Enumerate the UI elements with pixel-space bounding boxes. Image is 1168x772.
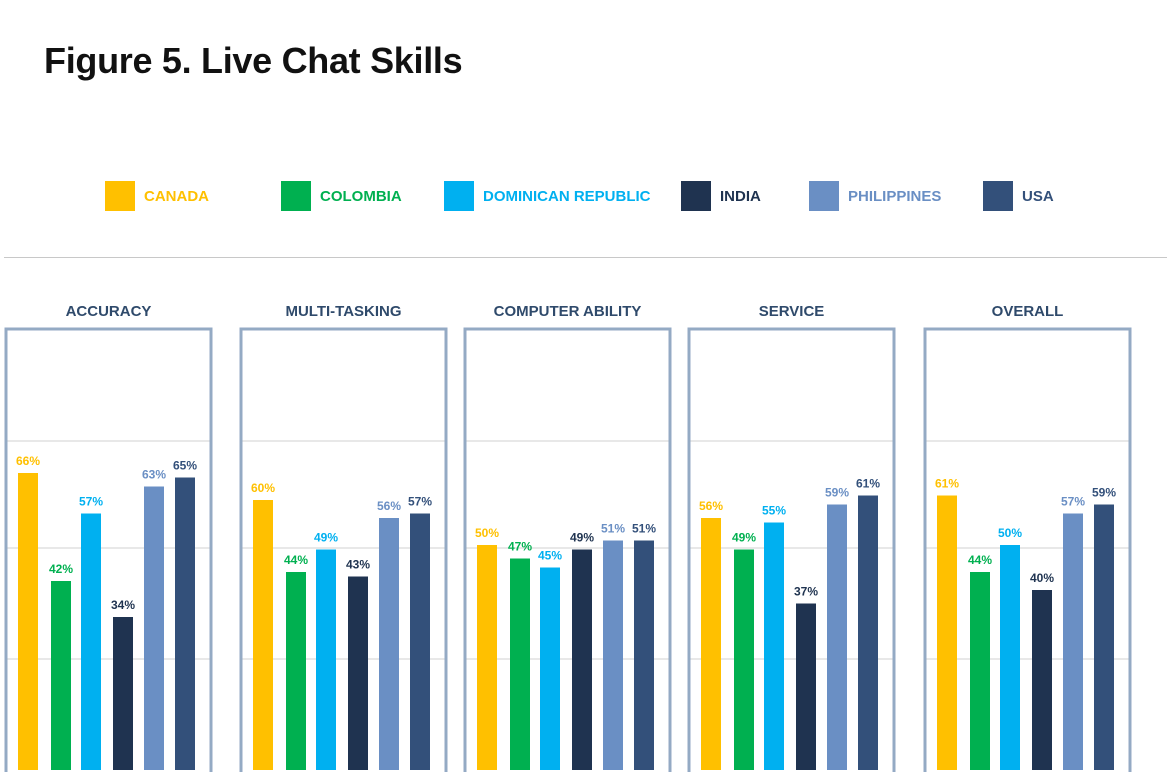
bar-canada xyxy=(701,518,721,770)
bar-philippines xyxy=(379,518,399,770)
legend-swatch xyxy=(681,181,711,211)
data-label-philippines: 63% xyxy=(142,468,166,482)
legend-swatch xyxy=(809,181,839,211)
bar-india xyxy=(348,576,368,770)
bar-colombia xyxy=(510,558,530,770)
data-label-dominican-republic: 55% xyxy=(762,504,786,518)
panel-title: MULTI-TASKING xyxy=(285,303,401,320)
panel-frame xyxy=(687,327,896,772)
bar-usa xyxy=(858,495,878,770)
data-label-dominican-republic: 49% xyxy=(314,531,338,545)
data-label-canada: 56% xyxy=(699,499,723,513)
legend-swatch xyxy=(105,181,135,211)
data-label-india: 43% xyxy=(346,558,370,572)
data-label-philippines: 51% xyxy=(601,522,625,536)
legend-item-india: INDIA xyxy=(681,180,761,212)
bar-dominican-republic xyxy=(81,513,101,770)
data-label-colombia: 44% xyxy=(968,553,992,567)
bar-canada xyxy=(18,473,38,770)
data-label-philippines: 57% xyxy=(1061,495,1085,509)
bar-philippines xyxy=(1063,513,1083,770)
legend-item-canada: CANADA xyxy=(105,180,209,212)
bar-colombia xyxy=(286,572,306,770)
data-label-usa: 61% xyxy=(856,477,880,491)
panel-frame xyxy=(923,327,1132,772)
legend-label: CANADA xyxy=(144,187,209,205)
data-label-canada: 50% xyxy=(475,526,499,540)
data-label-dominican-republic: 50% xyxy=(998,526,1022,540)
chart-legend: CANADA COLOMBIA DOMINICAN REPUBLIC INDIA PHI… xyxy=(0,180,1168,212)
bar-canada xyxy=(937,495,957,770)
legend-item-colombia: COLOMBIA xyxy=(281,180,402,212)
panel-frame xyxy=(239,327,448,772)
bar-usa xyxy=(175,477,195,770)
data-label-philippines: 56% xyxy=(377,499,401,513)
data-label-usa: 57% xyxy=(408,495,432,509)
panel-title: SERVICE xyxy=(759,303,825,320)
data-label-canada: 60% xyxy=(251,481,275,495)
panel-frame xyxy=(463,327,672,772)
legend-label: COLOMBIA xyxy=(320,187,402,205)
divider xyxy=(4,257,1167,258)
legend-label: USA xyxy=(1022,187,1054,205)
panel-title: ACCURACY xyxy=(66,303,152,320)
bar-colombia xyxy=(734,549,754,770)
bar-philippines xyxy=(144,486,164,770)
legend-swatch xyxy=(281,181,311,211)
page-title: Figure 5. Live Chat Skills xyxy=(44,40,463,81)
bar-dominican-republic xyxy=(540,567,560,770)
bar-usa xyxy=(1094,504,1114,770)
panel-title: OVERALL xyxy=(992,303,1064,320)
bar-dominican-republic xyxy=(1000,545,1020,770)
chart-panel-accuracy: ACCURACY 66% 42% 57% 34% 63% 65% xyxy=(4,303,213,772)
bar-india xyxy=(1032,590,1052,770)
bar-usa xyxy=(410,513,430,770)
chart-panel-multi-tasking: MULTI-TASKING 60% 44% 49% 43% 56% 57% xyxy=(239,303,448,772)
bar-philippines xyxy=(827,504,847,770)
bar-colombia xyxy=(970,572,990,770)
chart-panel-overall: OVERALL 61% 44% 50% 40% 57% 59% xyxy=(923,303,1132,772)
bar-colombia xyxy=(51,581,71,770)
legend-label: INDIA xyxy=(720,187,761,205)
legend-label: DOMINICAN REPUBLIC xyxy=(483,187,651,205)
data-label-dominican-republic: 57% xyxy=(79,495,103,509)
data-label-canada: 66% xyxy=(16,454,40,468)
data-label-colombia: 44% xyxy=(284,553,308,567)
data-label-usa: 59% xyxy=(1092,486,1116,500)
data-label-philippines: 59% xyxy=(825,486,849,500)
chart-panel-service: SERVICE 56% 49% 55% 37% 59% 61% xyxy=(687,303,896,772)
legend-label: PHILIPPINES xyxy=(848,187,942,205)
data-label-india: 40% xyxy=(1030,571,1054,585)
data-label-dominican-republic: 45% xyxy=(538,549,562,563)
bar-india xyxy=(572,549,592,770)
data-label-colombia: 42% xyxy=(49,562,73,576)
bar-usa xyxy=(634,540,654,770)
data-label-india: 49% xyxy=(570,531,594,545)
chart-panel-computer-ability: COMPUTER ABILITY 50% 47% 45% 49% 51% 51% xyxy=(463,303,672,772)
legend-item-dominican-republic: DOMINICAN REPUBLIC xyxy=(444,180,651,212)
data-label-india: 37% xyxy=(794,585,818,599)
bar-canada xyxy=(477,545,497,770)
panel-title: COMPUTER ABILITY xyxy=(494,303,642,320)
legend-swatch xyxy=(983,181,1013,211)
data-label-india: 34% xyxy=(111,598,135,612)
data-label-colombia: 47% xyxy=(508,540,532,554)
data-label-canada: 61% xyxy=(935,477,959,491)
legend-item-philippines: PHILIPPINES xyxy=(809,180,941,212)
bar-india xyxy=(796,603,816,770)
legend-item-usa: USA xyxy=(983,180,1054,212)
bar-dominican-republic xyxy=(316,549,336,770)
legend-swatch xyxy=(444,181,474,211)
data-label-usa: 51% xyxy=(632,522,656,536)
bar-dominican-republic xyxy=(764,522,784,770)
data-label-usa: 65% xyxy=(173,459,197,473)
bar-india xyxy=(113,617,133,770)
data-label-colombia: 49% xyxy=(732,531,756,545)
panel-frame xyxy=(4,327,213,772)
bar-canada xyxy=(253,500,273,770)
bar-philippines xyxy=(603,540,623,770)
